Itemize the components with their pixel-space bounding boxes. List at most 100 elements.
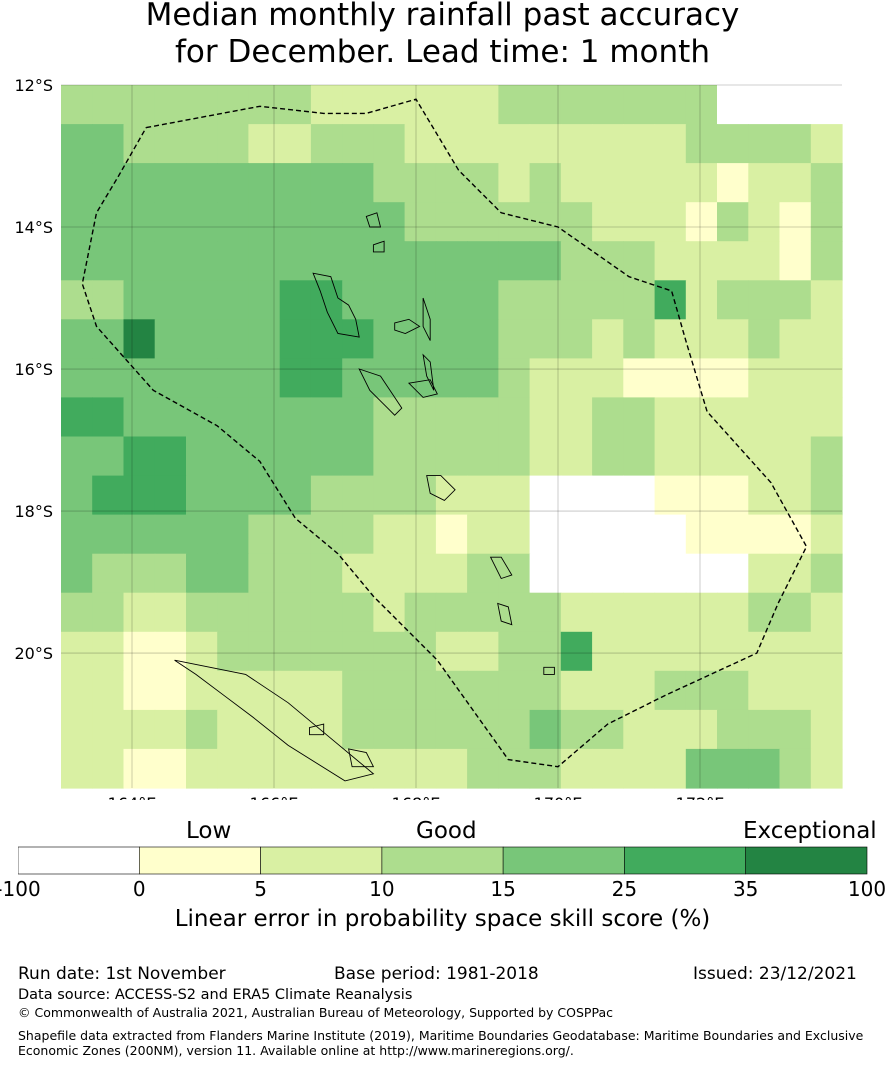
skill-cell — [342, 85, 374, 125]
skill-cell — [623, 163, 656, 203]
skill-cell — [498, 709, 531, 750]
skill-cell — [123, 631, 156, 672]
skill-cell — [748, 631, 781, 672]
skill-cell — [748, 319, 781, 359]
skill-cell — [748, 358, 781, 399]
skill-cell — [498, 475, 531, 516]
skill-cell — [810, 280, 843, 320]
skill-cell — [685, 709, 718, 750]
skill-cell — [92, 631, 124, 672]
skill-cell — [435, 319, 468, 359]
skill-cell — [592, 319, 624, 359]
skill-cell — [92, 319, 124, 359]
skill-cell — [404, 85, 437, 125]
skill-cell — [61, 514, 93, 555]
skill-cell — [342, 592, 374, 633]
skill-cell — [498, 163, 531, 203]
skill-cell — [685, 553, 718, 594]
skill-cell — [373, 514, 406, 555]
skill-cell — [467, 319, 499, 359]
skill-cell — [529, 748, 562, 789]
skill-cell — [654, 709, 687, 750]
skill-cell — [529, 553, 562, 594]
skill-cell — [717, 553, 749, 594]
island-lifou — [348, 748, 375, 768]
skill-cell — [310, 631, 343, 672]
skill-cell — [498, 85, 531, 125]
skill-cell — [560, 397, 593, 438]
skill-cell — [717, 475, 749, 516]
skill-cell — [404, 163, 437, 203]
skill-cell — [154, 436, 187, 477]
skill-cell — [404, 202, 437, 242]
skill-cell — [779, 436, 812, 477]
skill-cell — [92, 124, 124, 164]
map-title-line1: Median monthly rainfall past accuracy — [145, 0, 740, 33]
skill-cell — [373, 436, 406, 477]
skill-cell — [279, 709, 312, 750]
skill-cell — [717, 241, 749, 281]
skill-cell — [498, 397, 531, 438]
skill-cell — [373, 163, 406, 203]
skill-cell — [92, 85, 124, 125]
skill-cell — [654, 475, 687, 516]
shapefile-credit-line2: Economic Zones (200NM), version 11. Avai… — [18, 1043, 574, 1058]
skill-cell — [279, 670, 312, 711]
skill-cell — [467, 748, 499, 789]
skill-cell — [435, 709, 468, 750]
skill-cell — [373, 397, 406, 438]
skill-cell — [404, 358, 437, 399]
skill-cell — [717, 709, 749, 750]
skill-cell — [342, 358, 374, 399]
skill-cell — [217, 397, 249, 438]
island-maewo-area — [394, 318, 421, 334]
skill-cell — [560, 553, 593, 594]
skill-cell — [310, 553, 343, 594]
skill-cell — [154, 631, 187, 672]
skill-cell — [810, 436, 843, 477]
skill-cell — [279, 163, 312, 203]
skill-cell — [154, 85, 187, 125]
colorbar-swatch — [18, 846, 140, 875]
skill-cell — [560, 670, 593, 711]
skill-cell — [467, 280, 499, 320]
skill-cell — [61, 202, 93, 242]
skill-cell — [592, 631, 624, 672]
skill-cell — [810, 553, 843, 594]
skill-cell — [217, 553, 249, 594]
skill-cell — [529, 358, 562, 399]
skill-cell — [498, 319, 531, 359]
skill-cell — [685, 124, 718, 164]
skill-cell — [560, 631, 593, 672]
skill-cell — [654, 358, 687, 399]
skill-cell — [310, 241, 343, 281]
island-espiritu-santo — [312, 272, 360, 338]
skill-cell — [248, 748, 281, 789]
skill-cell — [623, 475, 656, 516]
skill-cell — [685, 514, 718, 555]
skill-cell — [404, 553, 437, 594]
skill-cell — [529, 124, 562, 164]
skill-cell — [529, 631, 562, 672]
skill-cell — [92, 202, 124, 242]
skill-cell — [654, 748, 687, 789]
skill-cell — [373, 631, 406, 672]
skill-cell — [186, 748, 218, 789]
skill-cell — [717, 163, 749, 203]
skill-cell — [529, 475, 562, 516]
skill-cell — [123, 475, 156, 516]
skill-cell — [560, 358, 593, 399]
skill-cell — [248, 163, 281, 203]
lat-tick-label: 12°S — [14, 76, 53, 95]
skill-cell — [717, 397, 749, 438]
skill-cell — [217, 85, 249, 125]
base-period: Base period: 1981-2018 — [334, 964, 539, 984]
skill-cell — [248, 592, 281, 633]
skill-cell — [592, 280, 624, 320]
skill-cell — [748, 163, 781, 203]
colorbar-label: Linear error in probability space skill … — [174, 906, 711, 932]
lon-tick-label: 172°E — [676, 794, 725, 800]
skill-cell — [248, 319, 281, 359]
skill-cell — [61, 592, 93, 633]
skill-cell — [560, 202, 593, 242]
